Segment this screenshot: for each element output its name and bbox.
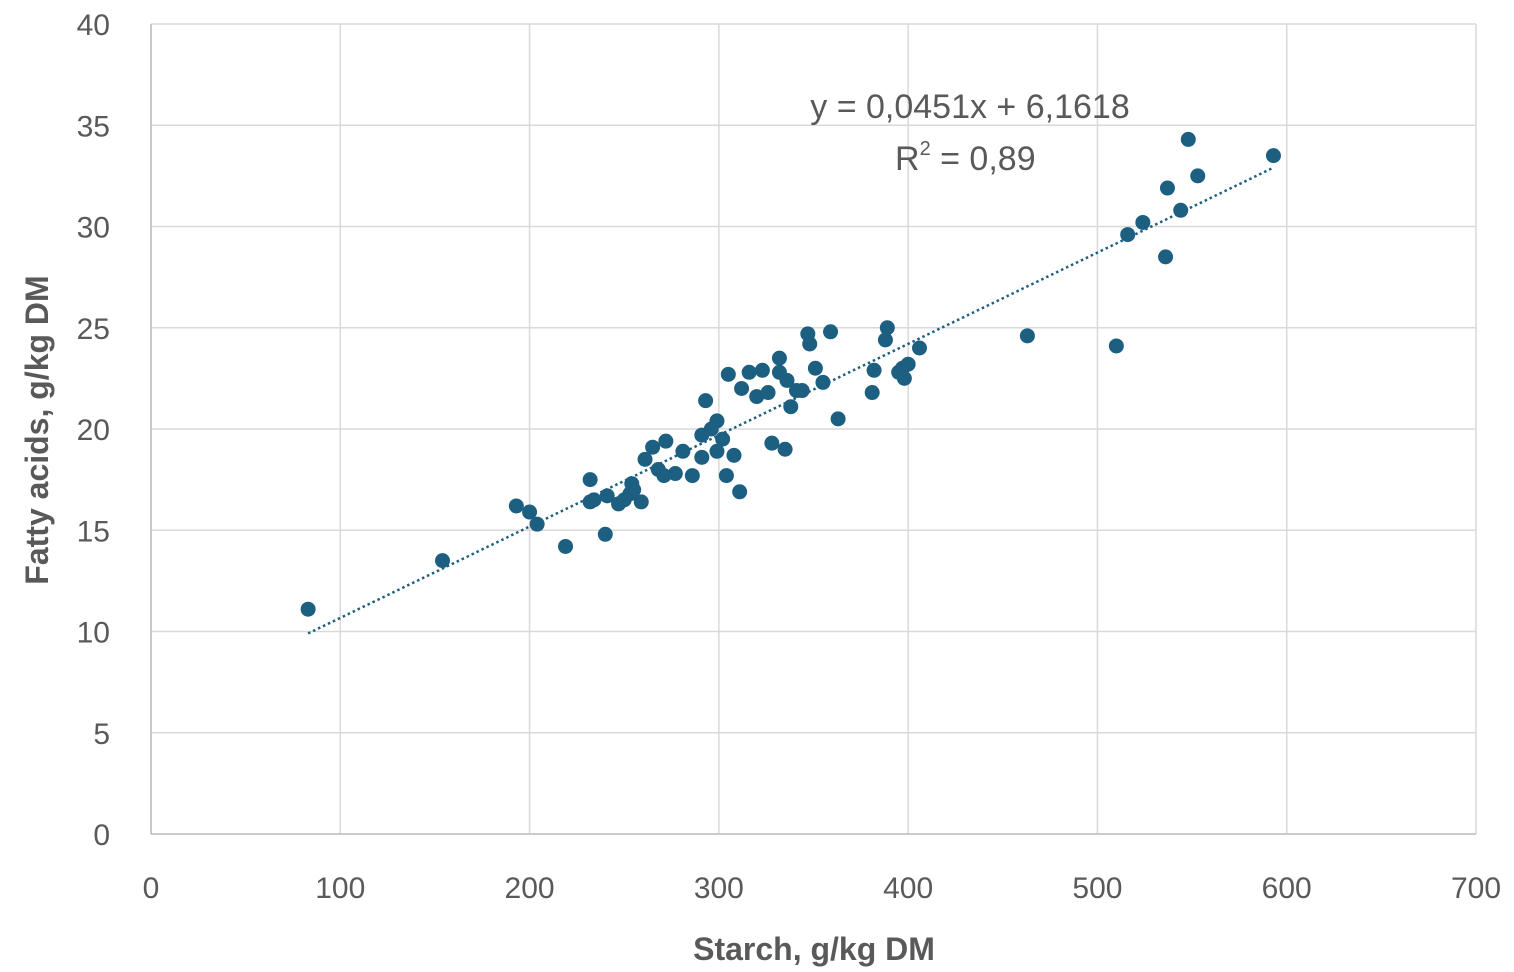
data-point xyxy=(771,350,787,366)
data-point xyxy=(645,439,661,455)
axes xyxy=(150,24,1476,835)
y-tick-label: 40 xyxy=(77,9,110,42)
x-tick-label: 300 xyxy=(694,872,744,905)
data-point xyxy=(626,482,642,498)
data-point xyxy=(1135,214,1151,230)
data-point xyxy=(709,413,725,429)
y-tick-label: 25 xyxy=(77,313,110,346)
y-axis-title: Fatty acids, g/kg DM xyxy=(19,275,55,584)
data-point xyxy=(794,383,810,399)
x-tick-label: 400 xyxy=(883,872,933,905)
trendline-equation: y = 0,0451x + 6,1618 xyxy=(810,88,1129,126)
data-point xyxy=(675,443,691,459)
data-point xyxy=(1108,338,1124,354)
data-point xyxy=(866,362,882,378)
data-point xyxy=(715,431,731,447)
data-point xyxy=(807,360,823,376)
x-tick-label: 700 xyxy=(1451,872,1501,905)
gridlines xyxy=(150,23,1477,835)
data-point xyxy=(637,451,653,467)
data-point xyxy=(684,468,700,484)
y-tick-label: 35 xyxy=(77,110,110,143)
data-point xyxy=(1265,148,1281,164)
x-tick-label: 500 xyxy=(1072,872,1122,905)
y-tick-label: 5 xyxy=(93,718,110,751)
data-point xyxy=(732,484,748,500)
data-point xyxy=(777,441,793,457)
data-point xyxy=(718,468,734,484)
data-point xyxy=(529,516,545,532)
y-tick-label: 30 xyxy=(77,212,110,245)
data-point xyxy=(709,443,725,459)
r-squared-letter: R xyxy=(895,140,920,178)
data-point xyxy=(900,356,916,372)
data-point xyxy=(1190,168,1206,184)
data-point xyxy=(864,385,880,401)
data-point xyxy=(877,332,893,348)
x-tick-label: 600 xyxy=(1262,872,1312,905)
data-point xyxy=(435,553,450,569)
data-point xyxy=(1173,202,1189,218)
data-point xyxy=(558,538,574,554)
data-point xyxy=(658,433,674,449)
data-point xyxy=(764,435,780,451)
data-point xyxy=(726,447,742,463)
data-point xyxy=(779,372,795,388)
data-point xyxy=(698,393,714,409)
data-point xyxy=(597,526,613,542)
data-point xyxy=(656,468,672,484)
data-point xyxy=(734,381,750,396)
data-points xyxy=(300,131,1281,617)
y-tick-label: 10 xyxy=(77,617,110,650)
y-tick-label: 0 xyxy=(93,819,110,852)
data-point xyxy=(582,472,598,488)
data-point xyxy=(749,389,765,405)
data-point xyxy=(912,340,927,356)
data-point xyxy=(694,449,710,465)
y-tick-label: 20 xyxy=(77,414,110,447)
data-point xyxy=(720,366,736,382)
data-point xyxy=(667,466,683,482)
data-point xyxy=(1159,180,1175,196)
x-tick-label: 200 xyxy=(505,872,555,905)
data-point xyxy=(300,601,316,617)
x-tick-label: 100 xyxy=(315,872,365,905)
data-point xyxy=(879,320,895,336)
data-point xyxy=(741,364,757,380)
data-point xyxy=(1120,227,1136,243)
data-point xyxy=(1180,131,1196,147)
r-squared-label: R2 = 0,89 xyxy=(895,138,1036,178)
r-squared-exponent: 2 xyxy=(920,138,931,160)
r-squared-value: = 0,89 xyxy=(931,140,1036,178)
data-point xyxy=(830,411,846,427)
data-point xyxy=(1158,249,1174,265)
data-point xyxy=(633,494,649,510)
data-point xyxy=(783,399,799,415)
data-point xyxy=(760,385,776,401)
data-point xyxy=(599,488,615,504)
data-point xyxy=(1019,328,1035,344)
data-point xyxy=(586,492,602,508)
x-axis-title: Starch, g/kg DM xyxy=(693,931,935,967)
data-point xyxy=(896,370,912,386)
y-tick-label: 15 xyxy=(77,515,110,548)
data-point xyxy=(823,324,839,340)
data-point xyxy=(754,362,770,378)
x-tick-label: 0 xyxy=(143,872,160,905)
data-point xyxy=(522,504,538,520)
data-point xyxy=(802,336,818,352)
data-point xyxy=(815,374,831,390)
data-point xyxy=(508,498,524,514)
